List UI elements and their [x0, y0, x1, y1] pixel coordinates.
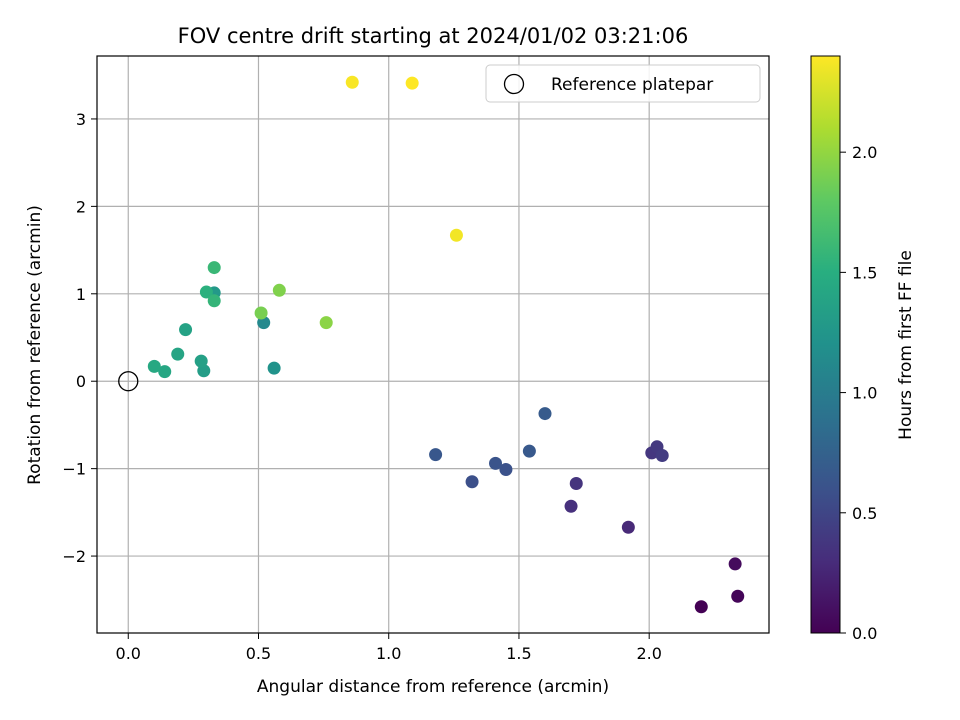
data-point: [207, 294, 221, 308]
data-point: [267, 361, 281, 375]
data-point: [522, 444, 536, 458]
data-point: [254, 306, 268, 320]
colorbar: 0.0 0.5 1.0 1.5 2.0 Hours from first FF file: [810, 55, 916, 643]
y-tick-label: 3: [76, 110, 86, 129]
x-tick-label: 2.0: [636, 644, 661, 663]
x-tick-label: 1.5: [506, 644, 531, 663]
data-point: [158, 365, 172, 379]
data-point: [272, 283, 286, 297]
data-point: [465, 475, 479, 489]
legend: Reference platepar: [485, 64, 761, 103]
chart-title: FOV centre drift starting at 2024/01/02 …: [178, 24, 689, 48]
plot-frame: [96, 55, 770, 634]
data-points: [118, 75, 745, 614]
data-point: [405, 76, 419, 90]
data-point: [319, 316, 333, 330]
legend-marker-icon: [503, 73, 525, 95]
legend-entry-reference: Reference platepar: [551, 75, 713, 95]
colorbar-gradient: [810, 55, 841, 634]
y-tick-label: −1: [62, 460, 86, 479]
data-point: [621, 520, 635, 534]
data-point: [489, 456, 503, 470]
data-point: [731, 589, 745, 603]
x-tick-label: 0.0: [116, 644, 141, 663]
reference-point-marker: [118, 371, 139, 392]
x-tick-label: 0.5: [246, 644, 271, 663]
y-tick-label: −2: [62, 547, 86, 566]
colorbar-label: Hours from first FF file: [896, 250, 916, 440]
data-point: [538, 407, 552, 421]
data-point: [147, 359, 161, 373]
x-axis-label: Angular distance from reference (arcmin): [257, 677, 609, 697]
x-tick-label: 1.0: [376, 644, 401, 663]
data-point: [728, 557, 742, 571]
data-point: [207, 261, 221, 275]
y-tick-label: 1: [76, 285, 86, 304]
y-axis-ticks: −2 −1 0 1 2 3: [62, 110, 97, 566]
data-point: [194, 354, 208, 368]
data-point: [569, 477, 583, 491]
data-point: [564, 499, 578, 513]
colorbar-tick-label: 1.5: [852, 263, 877, 282]
data-point: [179, 323, 193, 337]
colorbar-tick-label: 0.5: [852, 504, 877, 523]
data-point: [694, 600, 708, 614]
colorbar-tick-label: 0.0: [852, 624, 877, 643]
colorbar-ticks: 0.0 0.5 1.0 1.5 2.0: [840, 143, 877, 643]
data-point: [429, 448, 443, 462]
y-tick-label: 2: [76, 197, 86, 216]
x-axis-ticks: 0.0 0.5 1.0 1.5 2.0: [116, 633, 662, 663]
y-axis-label: Rotation from reference (arcmin): [25, 205, 45, 485]
colorbar-tick-label: 2.0: [852, 143, 877, 162]
y-tick-label: 0: [76, 372, 86, 391]
legend-box: [485, 64, 761, 103]
colorbar-tick-label: 1.0: [852, 384, 877, 403]
data-point: [171, 347, 185, 361]
data-point: [655, 449, 669, 463]
data-point: [449, 228, 463, 242]
data-point: [199, 285, 213, 299]
data-point: [499, 463, 513, 477]
data-point: [345, 75, 359, 89]
